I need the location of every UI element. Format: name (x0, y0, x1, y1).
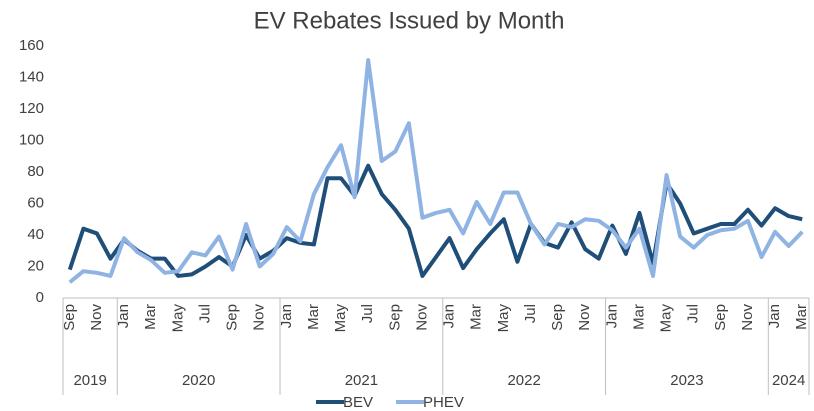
x-tick-label: Jan (441, 304, 458, 328)
x-tick-label: Jan (278, 304, 295, 328)
x-tick-label: Sep (549, 304, 566, 331)
x-group-label: 2021 (345, 372, 378, 389)
x-tick-label: Nov (739, 304, 756, 331)
x-tick-label: Jan (603, 304, 620, 328)
x-tick-label: May (658, 304, 675, 333)
y-tick-label: 60 (27, 194, 44, 211)
x-tick-label: Sep (386, 304, 403, 331)
y-tick-label: 20 (27, 257, 44, 274)
x-tick-label: Nov (251, 304, 268, 331)
x-tick-label: Mar (305, 304, 322, 330)
series-line (68, 58, 804, 284)
x-tick-label: May (495, 304, 512, 333)
y-tick-label: 120 (19, 100, 44, 117)
x-group-label: 2022 (507, 372, 540, 389)
legend-label: PHEV (423, 394, 464, 411)
x-tick-label: Mar (142, 304, 159, 330)
x-tick-label: May (169, 304, 186, 333)
y-tick-label: 0 (36, 289, 44, 306)
legend-label: BEV (343, 394, 373, 411)
x-tick-label: Jul (359, 304, 376, 323)
x-tick-label: Nov (413, 304, 430, 331)
x-group-label: 2020 (182, 372, 215, 389)
y-tick-label: 80 (27, 163, 44, 180)
x-tick-label: Mar (468, 304, 485, 330)
x-tick-label: Sep (61, 304, 78, 331)
x-tick-label: Nov (88, 304, 105, 331)
series-line (67, 163, 803, 278)
y-tick-label: 40 (27, 226, 44, 243)
x-tick-label: Jul (522, 304, 539, 323)
x-tick-label: Jul (685, 304, 702, 323)
x-tick-label: Jul (196, 304, 213, 323)
x-group-label: 2023 (670, 372, 703, 389)
x-tick-label: Mar (793, 304, 810, 330)
x-tick-label: Sep (224, 304, 241, 331)
x-group-label: 2024 (772, 372, 805, 389)
x-tick-label: Nov (576, 304, 593, 331)
x-tick-label: Sep (712, 304, 729, 331)
y-tick-label: 160 (19, 37, 44, 54)
x-group-label: 2019 (73, 372, 106, 389)
y-tick-label: 100 (19, 131, 44, 148)
x-tick-label: Mar (630, 304, 647, 330)
chart-title: EV Rebates Issued by Month (254, 7, 565, 34)
x-tick-label: May (332, 304, 349, 333)
y-tick-label: 140 (19, 68, 44, 85)
x-tick-label: Jan (115, 304, 132, 328)
x-tick-label: Jan (766, 304, 783, 328)
